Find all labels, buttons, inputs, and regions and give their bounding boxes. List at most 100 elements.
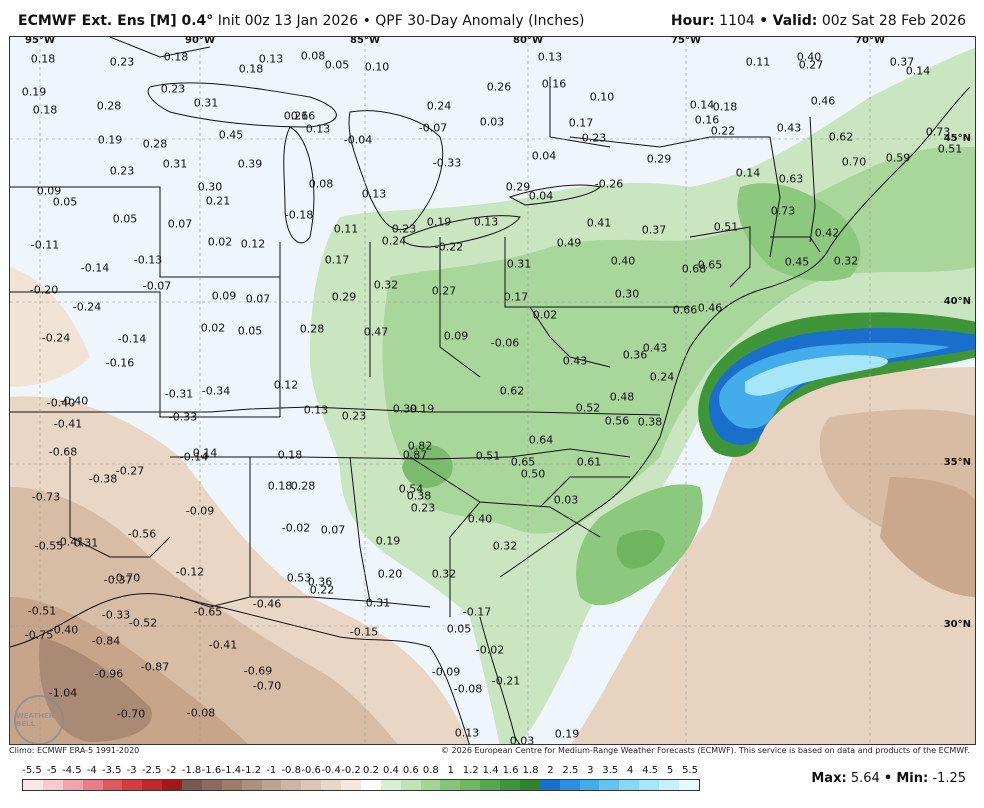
legend-swatch [241, 780, 262, 790]
anomaly-value: 0.10 [364, 60, 390, 74]
anomaly-value: 0.24 [381, 234, 407, 248]
valid-label: Valid: [772, 13, 818, 29]
legend-label: -3 [126, 765, 137, 776]
legend-label: 3.5 [602, 765, 619, 776]
anomaly-value: -0.38 [88, 472, 118, 486]
legend-swatch [42, 780, 63, 790]
legend-label: 5 [666, 765, 674, 776]
anomaly-value: -0.13 [133, 253, 163, 267]
anomaly-value: -0.33 [168, 410, 198, 424]
legend-label: -2.5 [141, 765, 162, 776]
anomaly-value: 0.13 [305, 122, 331, 136]
anomaly-value: -0.02 [475, 643, 505, 657]
min-label: Min: [896, 771, 929, 786]
legend-swatch [23, 780, 43, 790]
anomaly-value: 0.13 [303, 403, 329, 417]
legend-label: 0.8 [422, 765, 439, 776]
anomaly-value: 0.19 [554, 727, 580, 741]
anomaly-value: 0.53 [286, 571, 312, 585]
anomaly-value: -0.27 [115, 464, 145, 478]
valid-bullet: • [759, 13, 769, 29]
legend-labels: -5.5 -5 -4.5 -4 -3.5 -3 -2.5 -2 -1.8 -1.6 -1.4 -1.2… [22, 765, 712, 777]
climo-note: Climo: ECMWF ERA-5 1991-2020 [9, 746, 140, 755]
legend-swatch [539, 780, 560, 790]
anomaly-value: 0.21 [205, 194, 231, 208]
anomaly-value: 0.05 [52, 195, 78, 209]
anomaly-value: -0.24 [41, 331, 71, 345]
legend-label: -5.5 [22, 765, 42, 776]
anomaly-value: -0.31 [164, 387, 194, 401]
anomaly-value: 0.43 [642, 341, 668, 355]
legend-label: -1.2 [241, 765, 262, 776]
anomaly-value: 0.18 [32, 103, 58, 117]
valid-time-info: Hour: 1104 • Valid: 00z Sat 28 Feb 2026 [671, 13, 966, 29]
anomaly-value: -0.26 [594, 177, 624, 191]
anomaly-value: 0.13 [473, 215, 499, 229]
anomaly-value: 0.05 [324, 58, 350, 72]
legend-swatch [182, 780, 202, 790]
anomaly-value: -0.51 [27, 604, 57, 618]
anomaly-value: -0.34 [201, 384, 231, 398]
anomaly-value: 0.13 [361, 187, 387, 201]
anomaly-value: 0.59 [885, 151, 911, 165]
anomaly-value: 0.05 [112, 212, 138, 226]
anomaly-value: 0.31 [365, 596, 391, 610]
legend-swatch [500, 780, 520, 790]
anomaly-value: -0.46 [252, 597, 282, 611]
max-label: Max: [811, 771, 847, 786]
legend-swatch [162, 780, 182, 790]
anomaly-value: 0.66 [672, 303, 698, 317]
anomaly-value: 0.18 [277, 448, 303, 462]
anomaly-value: -0.15 [349, 625, 379, 639]
anomaly-value: -0.14 [117, 332, 147, 346]
legend-swatch [480, 780, 500, 790]
anomaly-value: 0.45 [218, 128, 244, 142]
anomaly-value: 0.02 [207, 235, 233, 249]
anomaly-map: WEATHER BELL 95°W 90°W 85°W 80°W 75°W 70°W 45… [9, 36, 976, 745]
anomaly-value: 0.23 [109, 55, 135, 69]
anomaly-value: 0.09 [36, 184, 62, 198]
legend-label: 0.2 [363, 765, 379, 776]
anomaly-value: 0.31 [506, 257, 532, 271]
anomaly-value: 0.05 [446, 622, 472, 636]
anomaly-value: 0.07 [167, 217, 193, 231]
anomaly-value: 0.05 [237, 324, 263, 338]
anomaly-value: -0.20 [29, 283, 59, 297]
legend-label: 1.6 [502, 765, 519, 776]
anomaly-value: 0.64 [528, 433, 554, 447]
anomaly-value: 0.30 [614, 287, 640, 301]
anomaly-value: -0.09 [185, 504, 215, 518]
anomaly-value: 0.09 [443, 329, 469, 343]
anomaly-value: 0.16 [694, 113, 720, 127]
legend-label: 0.4 [382, 765, 399, 776]
anomaly-value: 0.62 [499, 384, 525, 398]
legend-label: -1 [266, 765, 277, 776]
anomaly-value: 0.28 [299, 322, 325, 336]
anomaly-value: 0.87 [402, 448, 428, 462]
anomaly-value: 0.32 [431, 567, 457, 581]
anomaly-value: -0.07 [142, 279, 172, 293]
anomaly-value: -0.40 [46, 396, 76, 410]
anomaly-value: 0.26 [283, 109, 309, 123]
anomaly-value: 0.17 [324, 253, 350, 267]
anomaly-value: 0.19 [426, 215, 452, 229]
legend-label: -0.4 [321, 765, 341, 776]
anomaly-value: 0.49 [556, 236, 582, 250]
anomaly-value: 0.37 [641, 223, 667, 237]
legend-swatch [559, 780, 580, 790]
anomaly-value: -0.70 [252, 679, 282, 693]
anomaly-value: 0.43 [562, 354, 588, 368]
anomaly-value: 0.11 [333, 222, 359, 236]
anomaly-value: 0.51 [937, 142, 963, 156]
legend-swatch [62, 780, 83, 790]
latitude-label: 40°N [943, 296, 971, 307]
anomaly-value: 0.40 [796, 50, 822, 64]
anomaly-value: 0.65 [697, 258, 723, 272]
anomaly-value: -0.21 [491, 674, 521, 688]
anomaly-value: -0.68 [48, 445, 78, 459]
longitude-label: 90°W [185, 36, 215, 46]
legend-label: 1.8 [522, 765, 539, 776]
anomaly-value: -0.33 [101, 608, 131, 622]
stats-bullet: • [883, 771, 893, 786]
anomaly-value: -0.56 [127, 527, 157, 541]
